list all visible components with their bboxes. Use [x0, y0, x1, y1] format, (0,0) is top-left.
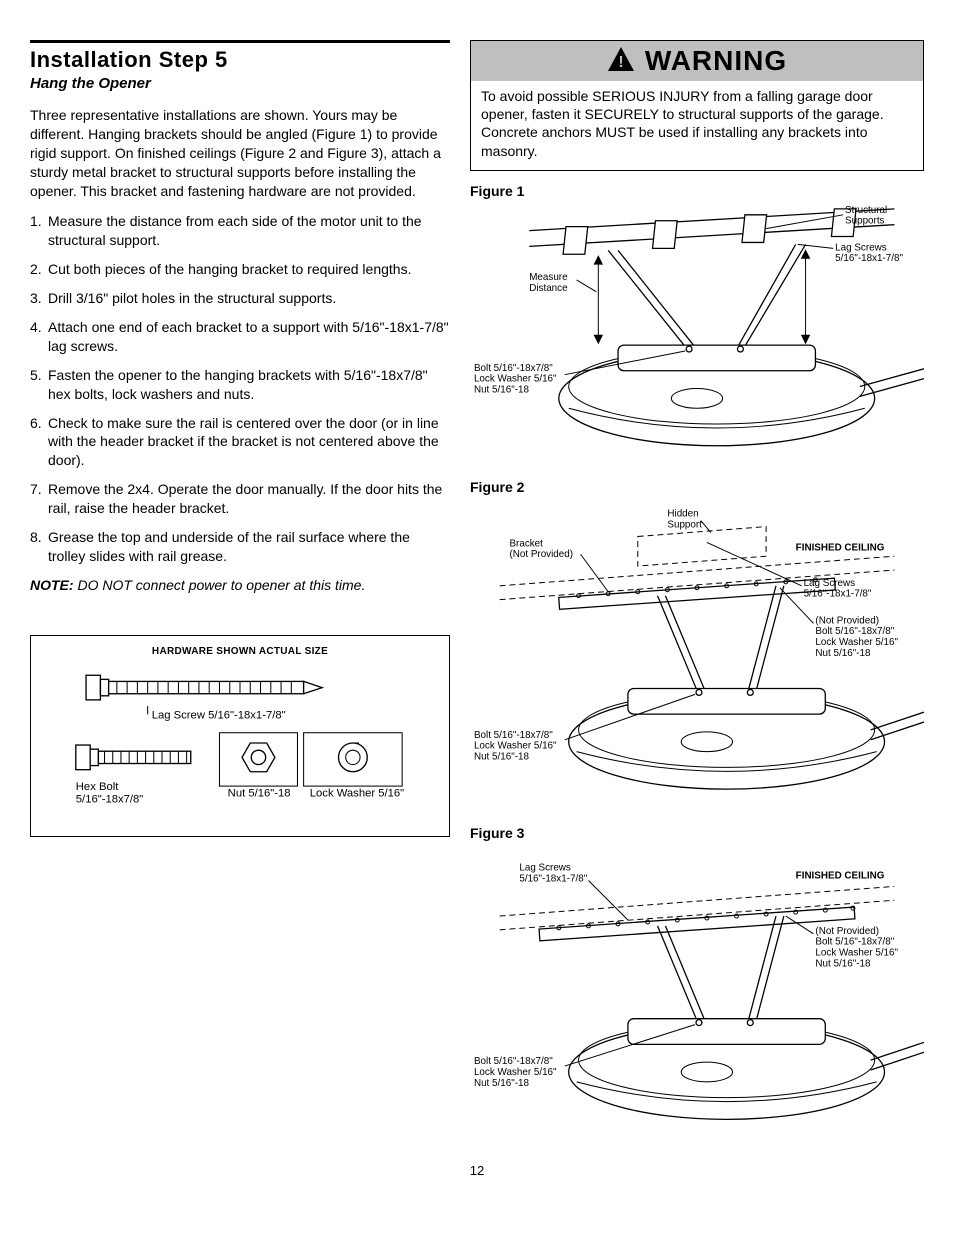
f2-bracket-label: Bracket(Not Provided) [509, 539, 573, 561]
warning-header: ! WARNING [471, 41, 923, 81]
left-column: Installation Step 5 Hang the Opener Thre… [30, 40, 450, 1139]
hw-hex-bolt-label: Hex Bolt 5/16"-18x7/8" [76, 781, 144, 805]
step-item: Check to make sure the rail is centered … [30, 414, 450, 471]
step-item: Cut both pieces of the hanging bracket t… [30, 260, 450, 279]
figure-2-svg: HiddenSupport Bracket(Not Provided) FINI… [470, 497, 924, 813]
figure-1-svg: StructuralSupports Lag Screws5/16"-18x1-… [470, 201, 924, 467]
f1-bolt-group-label: Bolt 5/16"-18x7/8" Lock Washer 5/16" Nut… [474, 363, 559, 396]
warning-box: ! WARNING To avoid possible SERIOUS INJU… [470, 40, 924, 171]
warning-body: To avoid possible SERIOUS INJURY from a … [471, 81, 923, 170]
page-number: 12 [30, 1163, 924, 1178]
f2-lag-screws-label: Lag Screws5/16"-18x1-7/8" [804, 578, 872, 600]
note-text: DO NOT connect power to opener at this t… [74, 577, 366, 593]
intro-paragraph: Three representative installations are s… [30, 106, 450, 200]
f2-finished-ceiling-label: FINISHED CEILING [796, 543, 885, 554]
f1-measure-distance-label: MeasureDistance [529, 272, 568, 294]
step-item: Drill 3/16" pilot holes in the structura… [30, 289, 450, 308]
step-item: Fasten the opener to the hanging bracket… [30, 366, 450, 404]
warning-icon: ! [607, 46, 635, 77]
svg-text:!: ! [618, 54, 623, 71]
title-rule [30, 40, 450, 43]
step-title: Installation Step 5 [30, 47, 450, 73]
note: NOTE: DO NOT connect power to opener at … [30, 576, 450, 595]
hw-lag-screw-label: Lag Screw 5/16"-18x1-7/8" [152, 709, 286, 721]
f3-bolt-group-label: Bolt 5/16"-18x7/8" Lock Washer 5/16" Nut… [474, 1056, 559, 1089]
f2-hidden-support-label: HiddenSupport [667, 509, 702, 531]
f3-lag-screws-label: Lag Screws5/16"-18x1-7/8" [519, 863, 587, 885]
note-label: NOTE: [30, 577, 74, 593]
hardware-panel: HARDWARE SHOWN ACTUAL SIZE [30, 635, 450, 837]
figure-3-svg: Lag Screws5/16"-18x1-7/8" FINISHED CEILI… [470, 843, 924, 1139]
f3-np-bolt-group-label: (Not Provided) Bolt 5/16"-18x7/8" Lock W… [815, 926, 900, 970]
step-subtitle: Hang the Opener [30, 75, 450, 92]
step-item: Attach one end of each bracket to a supp… [30, 318, 450, 356]
hardware-diagram: Lag Screw 5/16"-18x1-7/8" [45, 665, 435, 819]
hw-nut-label: Nut 5/16"-18 [228, 787, 291, 799]
step-item: Grease the top and underside of the rail… [30, 528, 450, 566]
figure-3-title: Figure 3 [470, 825, 924, 841]
step-item: Measure the distance from each side of t… [30, 212, 450, 250]
hardware-title: HARDWARE SHOWN ACTUAL SIZE [45, 646, 435, 657]
figure-1-title: Figure 1 [470, 183, 924, 199]
steps-list: Measure the distance from each side of t… [30, 212, 450, 565]
warning-heading: WARNING [645, 45, 787, 77]
f2-np-bolt-group-label: (Not Provided) Bolt 5/16"-18x7/8" Lock W… [815, 616, 900, 660]
f1-lag-screws-label: Lag Screws5/16"-18x1-7/8" [835, 242, 903, 264]
page: Installation Step 5 Hang the Opener Thre… [30, 40, 924, 1139]
figure-1: Figure 1 [470, 183, 924, 467]
right-column: ! WARNING To avoid possible SERIOUS INJU… [470, 40, 924, 1139]
f1-structural-supports-label: StructuralSupports [845, 205, 887, 227]
f2-bolt-group-label: Bolt 5/16"-18x7/8" Lock Washer 5/16" Nut… [474, 730, 559, 763]
figure-2-title: Figure 2 [470, 479, 924, 495]
step-item: Remove the 2x4. Operate the door manuall… [30, 480, 450, 518]
figure-3: Figure 3 [470, 825, 924, 1139]
f3-finished-ceiling-label: FINISHED CEILING [796, 871, 885, 882]
hw-lock-washer-label: Lock Washer 5/16" [310, 787, 404, 799]
figure-2: Figure 2 [470, 479, 924, 813]
